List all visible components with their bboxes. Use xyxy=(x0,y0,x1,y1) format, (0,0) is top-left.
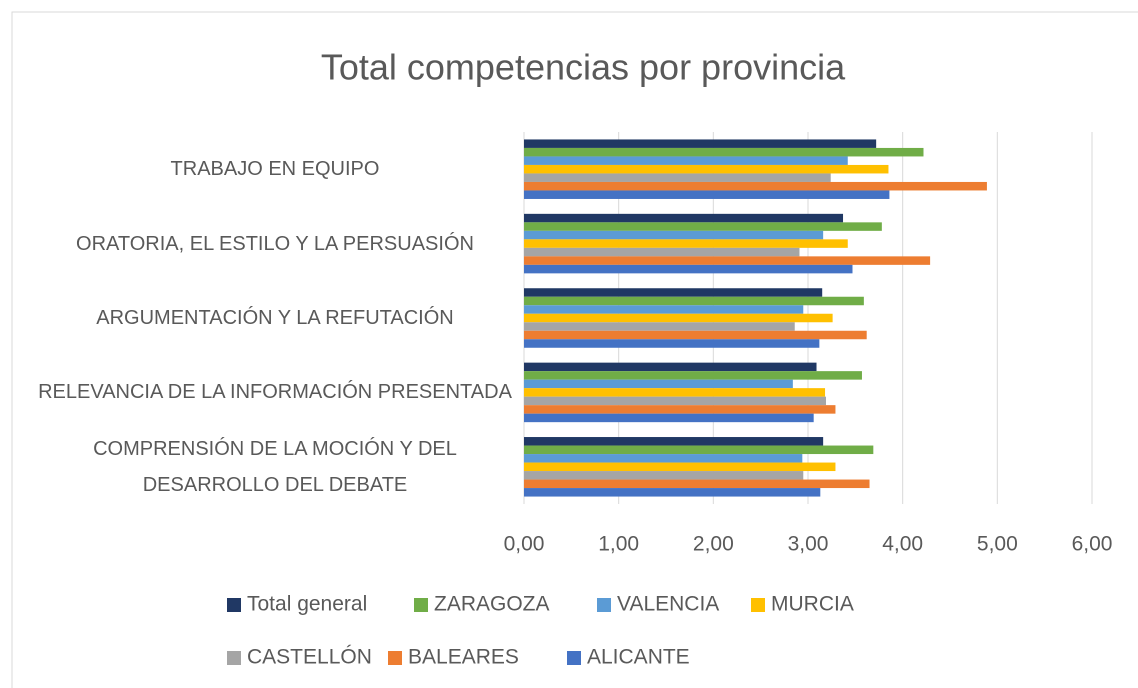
x-tick-label: 6,00 xyxy=(1072,533,1113,556)
bar xyxy=(524,239,848,248)
bar xyxy=(524,445,874,455)
x-tick-label: 1,00 xyxy=(598,533,639,556)
legend-swatch xyxy=(227,651,241,665)
bar xyxy=(524,256,931,265)
legend-label: Total general xyxy=(247,593,367,616)
legend-label: BALEARES xyxy=(408,646,519,669)
bar xyxy=(524,296,864,306)
bar xyxy=(524,156,848,165)
x-tick-label: 2,00 xyxy=(693,533,734,556)
bar xyxy=(524,339,820,348)
legend-swatch xyxy=(567,651,581,665)
bar xyxy=(524,362,817,372)
category-label: COMPRENSIÓN DE LA MOCIÓN Y DEL DESARROLL… xyxy=(93,437,457,496)
legend-label: MURCIA xyxy=(771,593,854,616)
legend-label: CASTELLÓN xyxy=(247,646,372,669)
bar xyxy=(524,213,844,223)
bar xyxy=(524,462,836,472)
bar xyxy=(524,322,795,331)
bar xyxy=(524,173,831,182)
legend-swatch xyxy=(414,598,428,612)
legend-label: ZARAGOZA xyxy=(434,593,550,616)
bar xyxy=(524,164,889,174)
legend-swatch xyxy=(227,598,241,612)
bar xyxy=(524,139,877,148)
category-label: RELEVANCIA DE LA INFORMACIÓN PRESENTADA xyxy=(38,381,512,404)
category-label: TRABAJO EN EQUIPO xyxy=(170,158,380,181)
bar xyxy=(524,388,826,397)
bar xyxy=(524,471,804,480)
bar xyxy=(524,454,803,463)
bar xyxy=(524,330,867,340)
legend-swatch xyxy=(751,598,765,612)
x-tick-label: 4,00 xyxy=(882,533,923,556)
x-tick-label: 0,00 xyxy=(504,533,545,556)
bar xyxy=(524,230,824,240)
x-tick-label: 5,00 xyxy=(977,533,1018,556)
chart-frame xyxy=(11,11,1138,688)
chart-title: Total competencias por provincia xyxy=(321,47,846,88)
bar xyxy=(524,371,862,380)
bar xyxy=(524,488,821,497)
bar xyxy=(524,147,924,157)
bar xyxy=(524,313,833,323)
legend-swatch xyxy=(597,598,611,612)
category-label: ARGUMENTACIÓN Y LA REFUTACIÓN xyxy=(96,307,454,329)
bar xyxy=(524,405,836,414)
bar xyxy=(524,190,890,199)
x-tick-label: 3,00 xyxy=(788,533,829,556)
bar xyxy=(524,479,870,489)
bar xyxy=(524,305,804,314)
legend-label: VALENCIA xyxy=(617,593,719,616)
bar xyxy=(524,247,800,257)
bar xyxy=(524,222,882,231)
bar xyxy=(524,413,814,423)
bar xyxy=(524,264,853,274)
bar xyxy=(524,379,793,389)
category-label: ORATORIA, EL ESTILO Y LA PERSUASIÓN xyxy=(76,232,474,255)
legend-swatch xyxy=(388,651,402,665)
bar xyxy=(524,396,826,406)
legend-label: ALICANTE xyxy=(587,646,690,669)
bar xyxy=(524,288,823,297)
bar xyxy=(524,437,824,446)
bar xyxy=(524,181,987,191)
